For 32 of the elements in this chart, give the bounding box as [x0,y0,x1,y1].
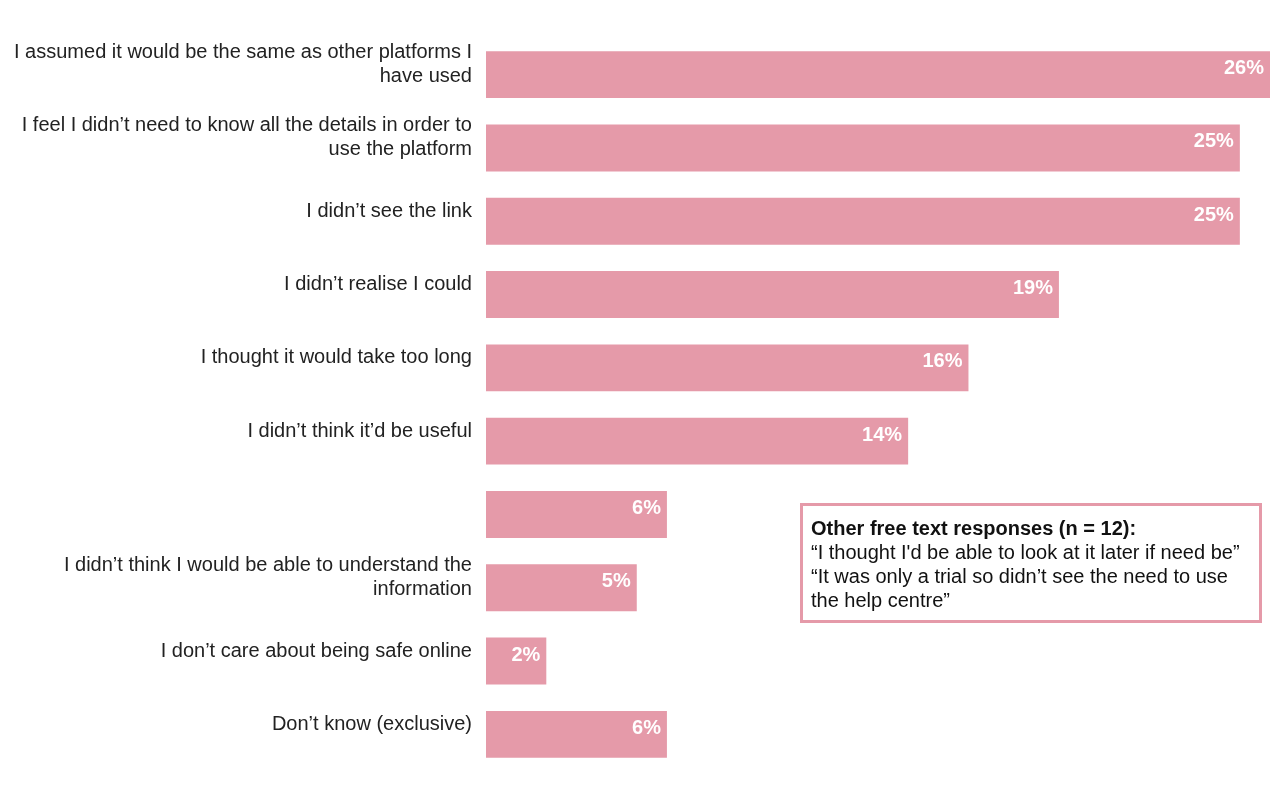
data-label: 14% [862,422,903,445]
bar [486,564,637,612]
bar [486,124,1240,172]
y-tick-label: I don’t care about being safe online [160,638,472,661]
bar [486,344,969,392]
annotation: Other free text responses (n = 12): [811,516,1138,540]
annotation: “It was only a trial so didn’t see the need to use the help centre” [811,564,1229,612]
bar [486,417,909,465]
y-tick-label: I thought it would take too long [200,345,472,368]
bar [486,710,667,758]
data-label: 26% [1223,56,1265,79]
data-label: 25% [1193,202,1235,225]
data-label: 25% [1193,129,1235,152]
bar [486,490,667,538]
data-label: 6% [632,495,662,518]
y-tick-label: Don’t know (exclusive) [271,711,472,734]
bar [486,51,1270,99]
y-tick-label: I assumed it would be the same as other platforms I have used [14,40,472,87]
y-tick-label: I didn’t realise I could [284,272,472,295]
data-label: 19% [1012,276,1054,299]
annotation: “I thought I'd be able to look at it later if need be” [811,540,1241,564]
y-tick-label: I didn’t think it’d be useful [247,418,472,441]
y-tick-label: I didn’t think I would be able to understand the information [63,553,472,600]
data-label: 2% [511,642,541,665]
bar [486,271,1059,319]
data-label: 6% [632,715,662,738]
y-tick-label: I feel I didn’t need to know all the details in order to use the platform [21,113,472,160]
bar [486,637,547,685]
y-tick-label: I didn’t see the link [306,198,473,221]
data-label: 16% [922,349,963,372]
data-label: 5% [601,569,631,592]
bar [486,197,1240,245]
